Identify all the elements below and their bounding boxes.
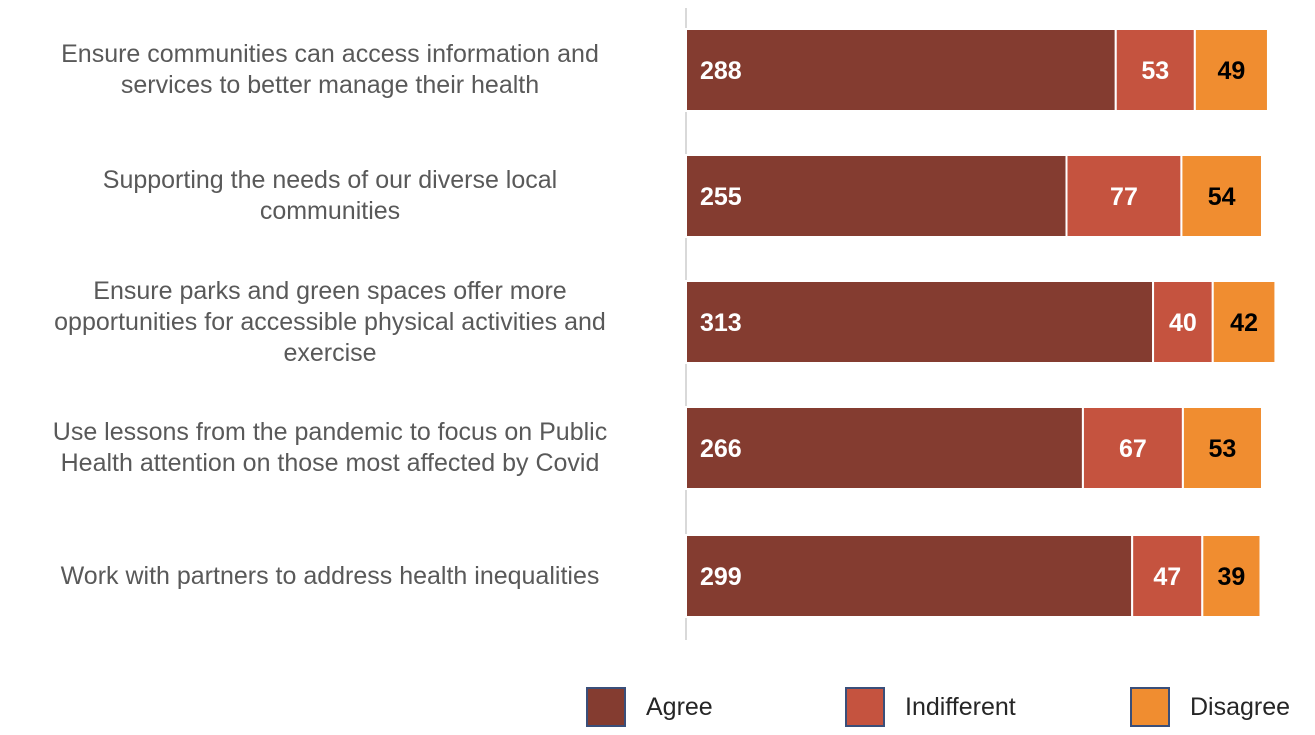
data-label-disagree-5: 39 [1217, 563, 1245, 591]
category-label-line: services to better manage their health [120, 71, 540, 99]
category-label: Use lessons from the pandemic to focus o… [0, 417, 660, 479]
legend-swatch [845, 687, 885, 727]
bar-indifferent-3 [1152, 280, 1214, 364]
bar-disagree-5 [1201, 534, 1262, 618]
data-label-agree-3: 313 [700, 309, 742, 337]
category-label-line: communities [259, 197, 401, 225]
legend-item-indifferent: Indifferent [845, 685, 1016, 729]
category-label-line: Work with partners to address health ine… [60, 561, 600, 590]
data-label-indifferent-5: 47 [1153, 563, 1181, 591]
data-label-disagree-3: 42 [1230, 309, 1258, 337]
bar-agree-5 [685, 534, 1134, 618]
legend-swatch [1130, 687, 1170, 727]
category-label: Ensure communities can access informatio… [0, 39, 660, 101]
legend-item-agree: Agree [586, 685, 713, 729]
category-label-line: Ensure parks and green spaces offer more [93, 276, 567, 305]
data-label-agree-4: 266 [700, 435, 742, 463]
category-label: Supporting the needs of our diverse loca… [0, 165, 660, 227]
category-label: Work with partners to address health ine… [0, 561, 660, 592]
legend-label: Disagree [1190, 692, 1291, 721]
category-label-line: exercise [283, 338, 377, 367]
legend-label: Indifferent [905, 692, 1016, 721]
bar-indifferent-5 [1131, 534, 1204, 618]
bar-agree-3 [685, 280, 1155, 364]
category-label-line: Ensure communities can access informatio… [61, 40, 599, 68]
bar-disagree-4 [1181, 406, 1263, 490]
category-label-line: Supporting the needs of our diverse loca… [102, 166, 558, 194]
data-label-agree-5: 299 [700, 563, 742, 591]
bar-disagree-3 [1211, 280, 1277, 364]
data-label-indifferent-3: 40 [1169, 309, 1197, 337]
bar-indifferent-4 [1081, 406, 1184, 490]
category-label: Ensure parks and green spaces offer more… [0, 276, 660, 369]
bar-disagree-2 [1180, 154, 1263, 238]
data-label-indifferent-1: 53 [1141, 57, 1169, 85]
bar-indifferent-2 [1065, 154, 1183, 238]
category-label-line: Health attention on those most affected … [60, 449, 600, 477]
legend-swatch [586, 687, 626, 727]
legend-item-disagree: Disagree [1130, 685, 1290, 729]
bar-disagree-1 [1193, 28, 1269, 112]
data-label-agree-2: 255 [700, 183, 742, 211]
bar-agree-1 [685, 28, 1117, 112]
data-label-disagree-2: 54 [1208, 183, 1236, 211]
bar-agree-4 [685, 406, 1084, 490]
category-label-line: Use lessons from the pandemic to focus o… [52, 418, 608, 446]
legend-label: Agree [646, 692, 713, 721]
bar-indifferent-1 [1114, 28, 1196, 112]
data-label-disagree-1: 49 [1217, 57, 1245, 85]
category-label-line: opportunities for accessible physical ac… [54, 307, 606, 336]
data-label-indifferent-2: 77 [1110, 183, 1138, 211]
data-label-disagree-4: 53 [1209, 435, 1237, 463]
data-label-indifferent-4: 67 [1119, 435, 1147, 463]
data-label-agree-1: 288 [700, 57, 742, 85]
bar-agree-2 [685, 154, 1068, 238]
